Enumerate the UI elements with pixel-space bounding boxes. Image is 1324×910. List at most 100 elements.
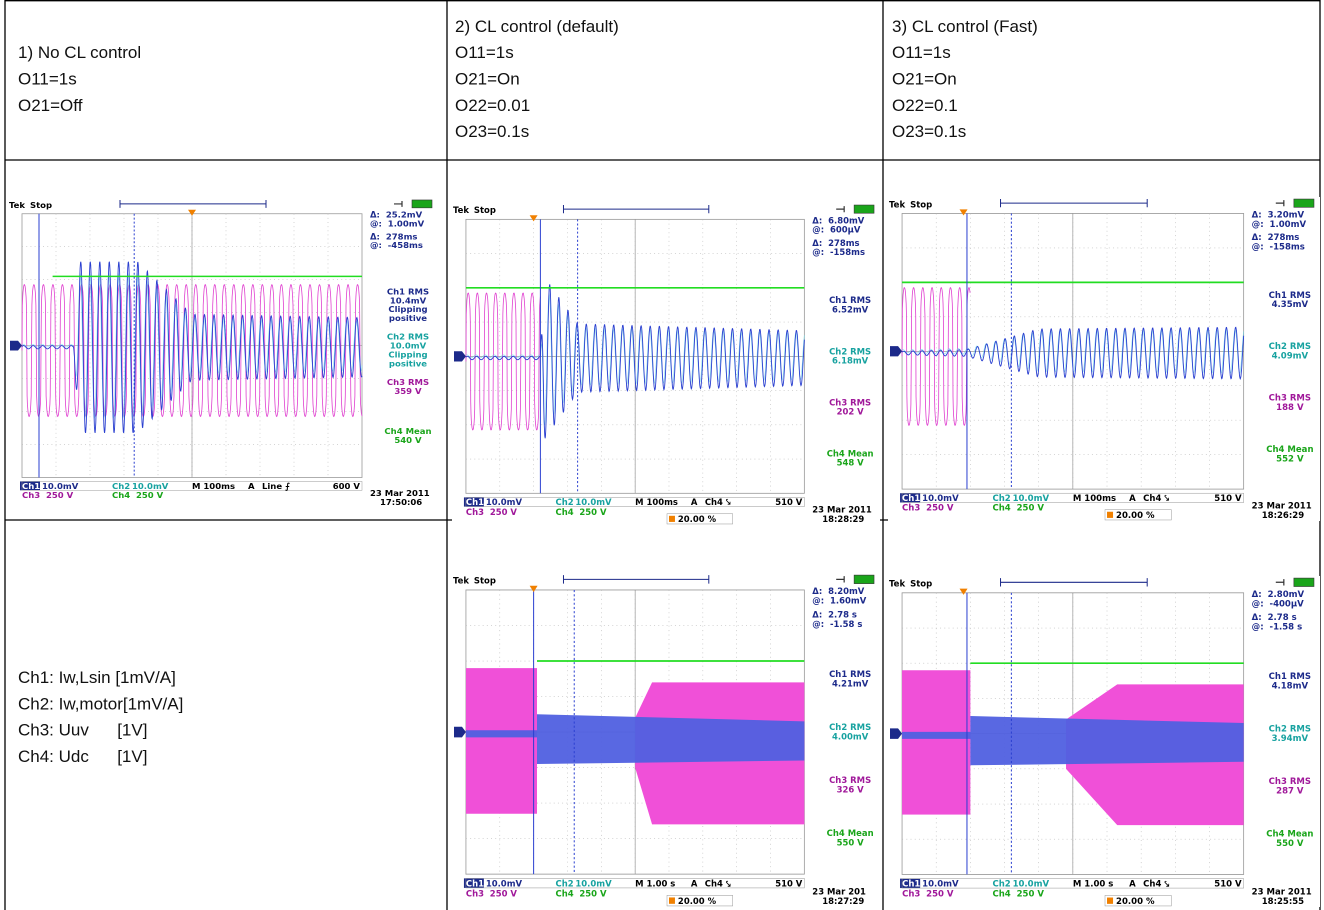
trigger-pos-icon xyxy=(1107,898,1113,904)
cell-line: O21=Off xyxy=(18,96,83,115)
measure-readout: 287 V xyxy=(1276,786,1304,796)
cursor-readout: @: -158ms xyxy=(812,248,865,258)
cursor-readout: @: 1.60mV xyxy=(812,597,866,607)
trigger-pos: 20.00 % xyxy=(1116,897,1155,907)
scale-readout: 510 V xyxy=(1214,494,1242,504)
scale-readout: Ch4 xyxy=(556,889,574,899)
scale-readout: 10.0mV xyxy=(1013,879,1050,889)
brand: Tek xyxy=(9,200,25,210)
scale-readout: Ch1 xyxy=(466,879,484,889)
time: 18:25:55 xyxy=(1262,897,1304,907)
scale-readout: Ch3 xyxy=(902,504,920,514)
measure-readout: 550 V xyxy=(837,838,864,848)
trigger-pos: 20.00 % xyxy=(678,897,716,907)
scale-readout: Ch1 xyxy=(466,498,484,508)
measure-readout: 326 V xyxy=(837,785,864,795)
battery xyxy=(854,205,874,213)
ch3-band xyxy=(902,670,970,814)
scale-readout: Ch2 xyxy=(556,879,574,889)
trigger-pos-icon xyxy=(669,897,675,903)
cursor-readout: @: -1.58 s xyxy=(812,620,862,630)
cursor-readout: @: -458ms xyxy=(370,240,423,250)
scale-readout: 250 V xyxy=(490,508,517,518)
scale-readout: 10.0mV xyxy=(1013,494,1050,504)
scale-readout: A xyxy=(248,481,255,491)
scale-readout: M 100ms xyxy=(1073,494,1116,504)
scale-readout: 10.0mV xyxy=(575,498,612,508)
scale-readout: 10.0mV xyxy=(486,879,522,889)
cursor-readout: @: -158ms xyxy=(1252,242,1305,252)
scale-readout: 250 V xyxy=(490,889,517,899)
cell-line: 3) CL control (Fast) xyxy=(892,17,1038,36)
brand: Tek xyxy=(453,576,469,586)
battery xyxy=(854,575,874,583)
scale-readout: M 100ms xyxy=(635,498,678,508)
scale-readout: Ch1 xyxy=(902,494,920,504)
battery xyxy=(1294,578,1314,586)
scale-readout: Ch2 xyxy=(992,494,1010,504)
battery xyxy=(412,200,432,208)
cell-line: Ch3: Uuv [1V] xyxy=(18,721,147,740)
scale-readout: A xyxy=(691,879,698,889)
time: 18:26:29 xyxy=(1262,511,1304,521)
cell-line: Ch1: Iw,Lsin [1mV/A] xyxy=(18,668,176,687)
cell-line: O21=On xyxy=(892,69,957,88)
measure-readout: 4.18mV xyxy=(1272,681,1309,691)
cell-line: O21=On xyxy=(455,69,520,88)
cell-line: O11=1s xyxy=(892,43,951,62)
cursor-readout: @: 600µV xyxy=(812,226,860,236)
measure-readout: 4.35mV xyxy=(1272,300,1309,310)
trigger-pos: 20.00 % xyxy=(1116,511,1155,521)
measure-readout: 6.52mV xyxy=(832,305,869,315)
scale-readout: 250 V xyxy=(579,889,606,899)
scale-readout: Ch4 xyxy=(112,490,130,500)
scale-readout: Ch4 xyxy=(992,889,1010,899)
trigger-pos-icon xyxy=(1107,512,1113,518)
battery xyxy=(1294,199,1314,207)
cell-line: O23=0.1s xyxy=(892,122,966,141)
scale-readout: Ch3 xyxy=(466,508,484,518)
cursor-readout: @: 1.00mV xyxy=(1252,220,1307,230)
measure-readout: 188 V xyxy=(1276,403,1304,413)
trigger-pos: 20.00 % xyxy=(678,515,717,525)
state: Stop xyxy=(474,206,496,216)
brand: Tek xyxy=(453,206,469,216)
page: 1) No CL controlO11=1sO21=Off2) CL contr… xyxy=(0,0,1324,910)
scale-readout: 250 V xyxy=(1017,889,1045,899)
cell-line: 1) No CL control xyxy=(18,43,141,62)
cell-line: O22=0.01 xyxy=(455,96,530,115)
scale-readout: Ch3 xyxy=(902,889,920,899)
cursor-readout: @: -1.58 s xyxy=(1252,622,1302,632)
scale-readout: Ch4 ⤥ xyxy=(1143,879,1169,889)
scale-readout: 10.0mV xyxy=(486,498,523,508)
scale-readout: 250 V xyxy=(579,508,606,518)
measure-readout: 550 V xyxy=(1276,839,1304,849)
scale-readout: A xyxy=(1129,494,1136,504)
cell-line: O23=0.1s xyxy=(455,122,529,141)
measure-readout: 4.21mV xyxy=(832,679,868,689)
oscilloscope-screen: TekStopΔ: 8.20mV@: 1.60mVΔ: 2.78 s@: -1.… xyxy=(452,573,880,907)
scale-readout: 250 V xyxy=(136,490,164,500)
scale-readout: 250 V xyxy=(46,490,74,500)
state: Stop xyxy=(910,579,932,589)
scale-readout: 250 V xyxy=(926,889,954,899)
scale-readout: Line ⨍ xyxy=(262,481,290,491)
scale-readout: Ch4 xyxy=(556,508,574,518)
measure-readout: 3.94mV xyxy=(1272,734,1309,744)
trigger-pos-icon xyxy=(669,516,675,522)
scale-readout: M 1.00 s xyxy=(1073,879,1114,889)
scale-readout: Ch4 ⤥ xyxy=(705,498,731,508)
cell-line: O11=1s xyxy=(455,43,514,62)
state: Stop xyxy=(30,200,52,210)
cell-line: O22=0.1 xyxy=(892,96,958,115)
oscilloscope-screen: TekStopΔ: 6.80mV@: 600µVΔ: 278ms@: -158m… xyxy=(452,203,880,525)
cell-line: O11=1s xyxy=(18,69,77,88)
cursor-readout: @: 1.00mV xyxy=(370,219,425,229)
measure-readout: positive xyxy=(389,313,427,323)
scale-readout: Ch3 xyxy=(466,889,484,899)
scale-readout: 250 V xyxy=(1017,504,1045,514)
state: Stop xyxy=(474,576,496,586)
time: 18:27:29 xyxy=(822,897,864,907)
